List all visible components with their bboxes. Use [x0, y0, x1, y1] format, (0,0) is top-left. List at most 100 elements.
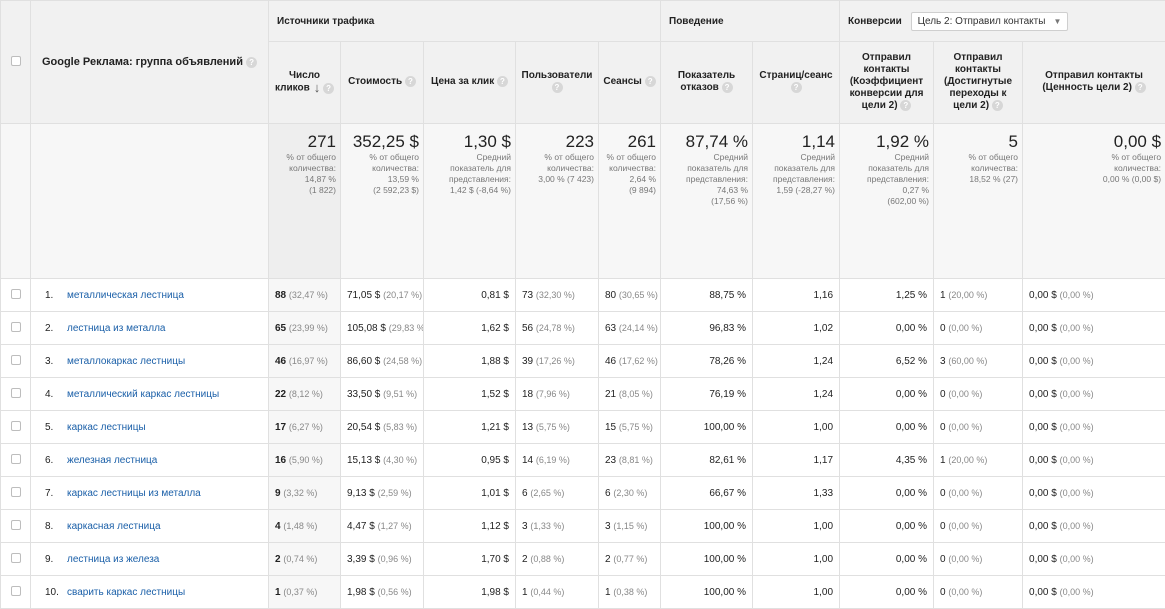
column-header-4[interactable]: Пользователи ?	[516, 42, 599, 124]
ad-group-link[interactable]: каркас лестницы	[67, 422, 146, 433]
users-percent: (7,96 %)	[536, 389, 570, 399]
total-value: 1,14	[753, 132, 835, 151]
row-checkbox[interactable]	[11, 553, 21, 563]
column-header-3[interactable]: Цена за клик ?	[424, 42, 516, 124]
ad-group-link[interactable]: металлокаркас лестницы	[67, 356, 185, 367]
row-checkbox[interactable]	[11, 454, 21, 464]
cost-percent: (0,56 %)	[378, 587, 412, 597]
users-value: 2	[522, 554, 528, 565]
goal-value-percent: (0,00 %)	[1060, 290, 1094, 300]
ad-group-link[interactable]: каркасная лестница	[67, 521, 161, 532]
row-index: 1.	[45, 290, 67, 301]
help-icon[interactable]: ?	[992, 100, 1003, 111]
goal-completions-cell: 0 (0,00 %)	[934, 477, 1023, 510]
total-note: (17,56 %)	[661, 196, 748, 206]
row-checkbox-cell	[1, 477, 31, 510]
ad-group-link[interactable]: металлическая лестница	[67, 290, 184, 301]
help-icon[interactable]: ?	[900, 100, 911, 111]
help-icon[interactable]: ?	[645, 76, 656, 87]
sessions-value: 6	[605, 488, 611, 499]
goal-completions-value: 0	[940, 389, 946, 400]
column-header-2[interactable]: Стоимость ?	[341, 42, 424, 124]
sort-arrow-icon[interactable]: ↓	[314, 80, 321, 95]
column-header-5[interactable]: Сеансы ?	[599, 42, 661, 124]
cost-percent: (1,27 %)	[378, 521, 412, 531]
ad-group-link[interactable]: сварить каркас лестницы	[67, 587, 185, 598]
row-checkbox[interactable]	[11, 520, 21, 530]
help-icon[interactable]: ?	[791, 82, 802, 93]
sessions-cell: 3 (1,15 %)	[599, 510, 661, 543]
clicks-percent: (6,27 %)	[289, 422, 323, 432]
help-icon[interactable]: ?	[323, 83, 334, 94]
bounce-rate-cell: 76,19 %	[661, 378, 753, 411]
ad-group-link[interactable]: каркас лестницы из металла	[67, 488, 201, 499]
help-icon[interactable]: ?	[246, 57, 257, 68]
total-note: количества:	[341, 163, 419, 173]
column-header-6[interactable]: Показатель отказов ?	[661, 42, 753, 124]
conversion-rate-cell: 0,00 %	[840, 510, 934, 543]
row-checkbox-cell	[1, 345, 31, 378]
row-checkbox[interactable]	[11, 487, 21, 497]
bounce-rate-cell: 88,75 %	[661, 279, 753, 312]
row-checkbox[interactable]	[11, 586, 21, 596]
dimension-cell: 9.лестница из железа	[31, 543, 269, 576]
goal-value-cell: 0,00 $ (0,00 %)	[1023, 345, 1165, 378]
row-checkbox[interactable]	[11, 322, 21, 332]
row-checkbox[interactable]	[11, 421, 21, 431]
ad-group-link[interactable]: лестница из железа	[67, 554, 159, 565]
sessions-value: 46	[605, 356, 616, 367]
column-header-9[interactable]: Отправил контакты (Достигнутые переходы …	[934, 42, 1023, 124]
column-header-7[interactable]: Страниц/сеанс ?	[753, 42, 840, 124]
total-note: 14,87 %	[269, 174, 336, 184]
cpc-cell: 1,52 $	[424, 378, 516, 411]
goal-completions-value: 0	[940, 323, 946, 334]
goal-completions-cell: 0 (0,00 %)	[934, 510, 1023, 543]
row-checkbox[interactable]	[11, 289, 21, 299]
help-icon[interactable]: ?	[552, 82, 563, 93]
total-note: % от общего	[599, 152, 656, 162]
select-all-checkbox[interactable]	[11, 56, 21, 66]
ad-group-link[interactable]: лестница из металла	[67, 323, 165, 334]
sessions-cell: 6 (2,30 %)	[599, 477, 661, 510]
help-icon[interactable]: ?	[1135, 82, 1146, 93]
group-behavior: Поведение	[661, 1, 840, 42]
total-note: 1,59 (-28,27 %)	[753, 185, 835, 195]
goal-completions-value: 0	[940, 488, 946, 499]
total-note: Средний	[661, 152, 748, 162]
users-value: 39	[522, 356, 533, 367]
column-header-1[interactable]: Число кликов↓ ?	[269, 42, 341, 124]
row-checkbox-cell	[1, 510, 31, 543]
row-index: 2.	[45, 323, 67, 334]
users-value: 1	[522, 587, 528, 598]
column-header-10[interactable]: Отправил контакты (Ценность цели 2) ?	[1023, 42, 1165, 124]
users-value: 6	[522, 488, 528, 499]
column-header-8[interactable]: Отправил контакты (Коэффициент конверсии…	[840, 42, 934, 124]
ad-group-link[interactable]: металлический каркас лестницы	[67, 389, 219, 400]
total-note: 0,00 % (0,00 $)	[1023, 174, 1161, 184]
ad-group-link[interactable]: железная лестница	[67, 455, 157, 466]
help-icon[interactable]: ?	[405, 76, 416, 87]
conversion-rate-cell: 0,00 %	[840, 378, 934, 411]
sessions-cell: 23 (8,81 %)	[599, 444, 661, 477]
conversion-rate-cell: 0,00 %	[840, 312, 934, 345]
total-value: 87,74 %	[661, 132, 748, 151]
dimension-cell: 6.железная лестница	[31, 444, 269, 477]
cost-percent: (20,17 %)	[383, 290, 422, 300]
goal-dropdown[interactable]: Цель 2: Отправил контакты▼	[911, 12, 1069, 31]
cpc-cell: 1,12 $	[424, 510, 516, 543]
clicks-cell: 65 (23,99 %)	[269, 312, 341, 345]
goal-value-value: 0,00 $	[1029, 521, 1057, 532]
help-icon[interactable]: ?	[497, 76, 508, 87]
clicks-percent: (1,48 %)	[283, 521, 317, 531]
row-checkbox-cell	[1, 378, 31, 411]
dimension-header[interactable]: Google Реклама: группа объявлений ?	[31, 1, 269, 124]
row-checkbox[interactable]	[11, 355, 21, 365]
conversion-rate-cell: 0,00 %	[840, 576, 934, 609]
row-checkbox[interactable]	[11, 388, 21, 398]
goal-value-percent: (0,00 %)	[1060, 488, 1094, 498]
clicks-percent: (0,37 %)	[283, 587, 317, 597]
help-icon[interactable]: ?	[722, 82, 733, 93]
